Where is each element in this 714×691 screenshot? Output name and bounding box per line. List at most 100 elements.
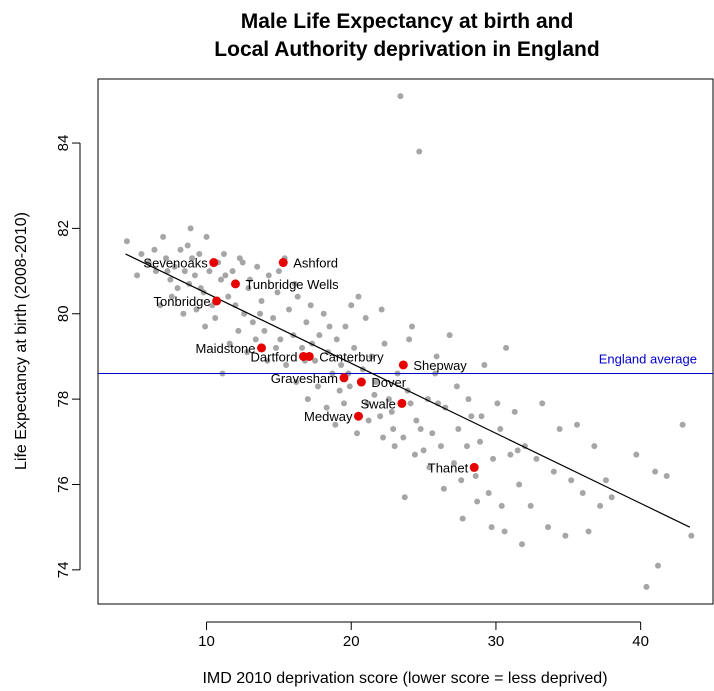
highlight-point <box>357 378 366 387</box>
data-point <box>402 494 408 500</box>
data-point <box>609 494 615 500</box>
highlight-point <box>397 399 406 408</box>
data-point <box>337 388 343 394</box>
data-point <box>334 336 340 342</box>
data-point <box>225 294 231 300</box>
data-point <box>270 315 276 321</box>
data-point <box>447 332 453 338</box>
data-point <box>342 324 348 330</box>
data-point <box>151 247 157 253</box>
data-point <box>490 456 496 462</box>
data-point <box>392 443 398 449</box>
highlight-point <box>279 258 288 267</box>
data-point <box>254 264 260 270</box>
data-point <box>222 272 228 278</box>
y-axis-label: Life Expectancy at birth (2008-2010) <box>13 212 30 470</box>
data-point <box>230 268 236 274</box>
highlight-label: Thanet <box>428 460 469 475</box>
data-point <box>348 302 354 308</box>
highlight-label: Tunbridge Wells <box>245 277 339 292</box>
data-point <box>305 396 311 402</box>
data-point <box>516 481 522 487</box>
y-tick-label: 76 <box>55 476 72 493</box>
data-point <box>568 477 574 483</box>
data-point <box>188 225 194 231</box>
data-point <box>633 452 639 458</box>
data-point <box>400 435 406 441</box>
data-point <box>341 400 347 406</box>
data-point <box>458 477 464 483</box>
highlight-point <box>340 373 349 382</box>
data-point <box>551 469 557 475</box>
data-point <box>460 516 466 522</box>
data-point <box>212 315 218 321</box>
data-point <box>643 584 649 590</box>
data-point <box>240 260 246 266</box>
england-average-label: England average <box>599 352 697 367</box>
data-point <box>276 268 282 274</box>
data-point <box>160 234 166 240</box>
data-point <box>202 324 208 330</box>
data-point <box>257 311 263 317</box>
data-point <box>473 473 479 479</box>
data-point <box>413 417 419 423</box>
data-point <box>175 285 181 291</box>
data-point <box>409 324 415 330</box>
data-point <box>366 417 372 423</box>
data-point <box>465 396 471 402</box>
chart-title-line1: Male Life Expectancy at birth and <box>241 10 574 33</box>
data-point <box>507 452 513 458</box>
data-point <box>591 443 597 449</box>
data-point <box>539 400 545 406</box>
data-point <box>533 456 539 462</box>
data-point <box>295 294 301 300</box>
data-point <box>497 426 503 432</box>
data-point <box>528 503 534 509</box>
x-axis-label: IMD 2010 deprivation score (lower score … <box>202 670 607 687</box>
highlight-label: Shepway <box>413 358 467 373</box>
highlight-point <box>212 296 221 305</box>
x-tick-label: 10 <box>198 633 215 650</box>
data-point <box>177 247 183 253</box>
x-tick-label: 40 <box>632 633 649 650</box>
highlight-label: Medway <box>304 409 353 424</box>
data-point <box>390 426 396 432</box>
data-point <box>235 328 241 334</box>
x-tick-label: 20 <box>343 633 360 650</box>
data-point <box>545 524 551 530</box>
data-point <box>574 422 580 428</box>
data-point <box>664 473 670 479</box>
data-point <box>441 486 447 492</box>
data-point <box>180 311 186 317</box>
data-point <box>250 319 256 325</box>
highlighted-points: Sevenoaks Ashford Tunbridge Wells Tonbridge… <box>143 256 478 476</box>
highlight-label: Ashford <box>293 256 338 271</box>
data-point <box>286 306 292 312</box>
highlight-point <box>399 360 408 369</box>
highlight-label: Gravesham <box>271 371 338 386</box>
y-tick-label: 82 <box>55 220 72 237</box>
data-point <box>512 409 518 415</box>
x-axis: 10 20 30 40 <box>198 622 649 650</box>
highlight-label: Sevenoaks <box>143 256 208 271</box>
data-point <box>218 277 224 283</box>
data-point <box>277 336 283 342</box>
data-point <box>380 435 386 441</box>
data-point <box>455 426 461 432</box>
data-point <box>134 272 140 278</box>
data-point <box>489 524 495 530</box>
data-point <box>515 447 521 453</box>
data-point <box>655 563 661 569</box>
y-axis: 74 76 78 80 82 84 <box>55 135 80 579</box>
data-point <box>412 452 418 458</box>
data-point <box>204 234 210 240</box>
data-point <box>438 443 444 449</box>
x-tick-label: 30 <box>488 633 505 650</box>
highlight-label: Tonbridge <box>154 294 211 309</box>
data-point <box>486 490 492 496</box>
data-point <box>185 242 191 248</box>
data-point <box>464 443 470 449</box>
y-tick-label: 74 <box>55 562 72 579</box>
data-point <box>519 541 525 547</box>
